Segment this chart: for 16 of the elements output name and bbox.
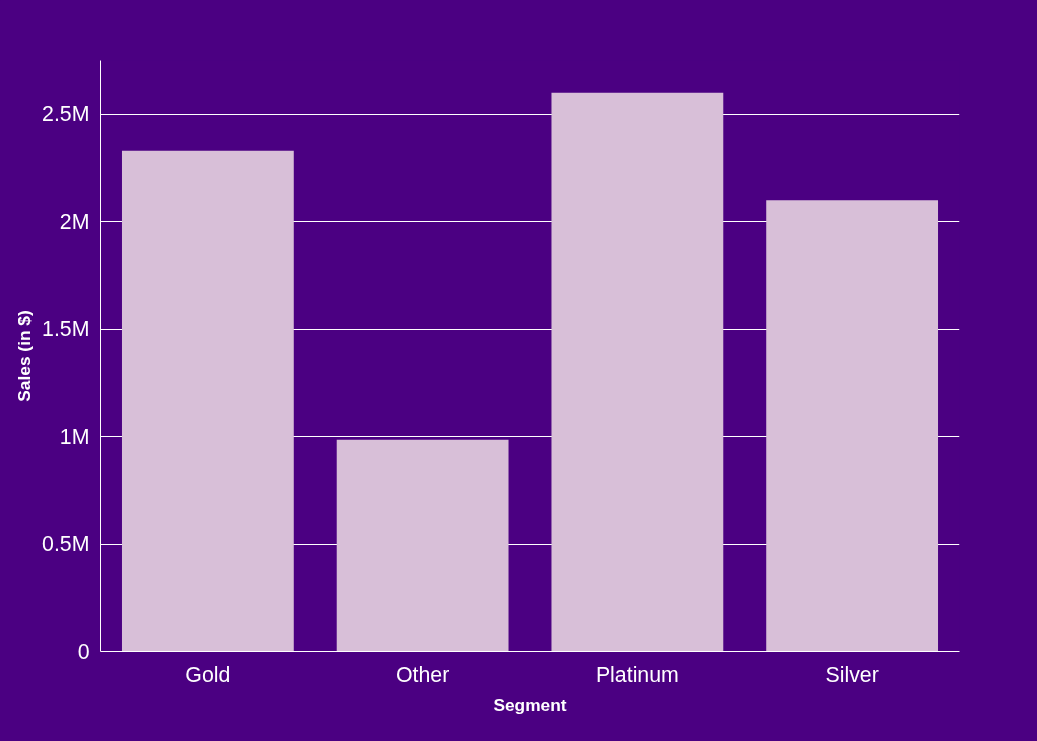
bar — [336, 439, 509, 652]
y-tick-label: 1.5M — [42, 317, 90, 342]
x-tick-label: Silver — [825, 662, 879, 687]
y-tick-label: 0 — [77, 639, 90, 664]
x-axis-title: Segment — [493, 694, 567, 715]
x-tick-label: Platinum — [595, 662, 679, 687]
y-tick-label: 2.5M — [42, 102, 90, 127]
y-axis-title: Sales (in $) — [14, 310, 35, 402]
y-tick-label: 0.5M — [42, 532, 90, 557]
bar — [766, 200, 939, 652]
bar — [551, 92, 724, 652]
y-tick-label: 1M — [59, 424, 90, 449]
bar — [121, 150, 294, 652]
x-tick-label: Other — [395, 662, 450, 687]
y-tick-label: 2M — [59, 209, 90, 234]
x-tick-label: Gold — [185, 662, 231, 687]
